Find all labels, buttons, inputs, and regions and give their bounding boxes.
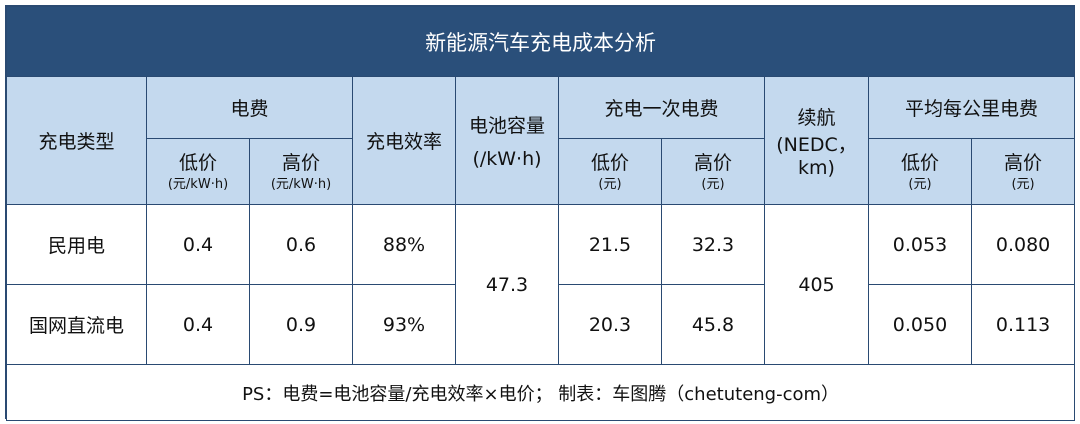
- range-label-line2: (NEDC，: [776, 133, 857, 156]
- subheader-once-high: 高价 (元): [661, 138, 765, 205]
- cell-charge-type: 国网直流电: [6, 284, 147, 365]
- subheader-unit: (元/kW·h): [270, 176, 332, 192]
- cell-once-high: 45.8: [661, 284, 765, 365]
- cell-km-high: 0.080: [970, 204, 1076, 285]
- cell-battery-capacity: 47.3: [455, 204, 559, 365]
- table-title: 新能源汽车充电成本分析: [5, 6, 1076, 77]
- header-efficiency: 充电效率: [352, 76, 456, 205]
- cell-once-low: 20.3: [558, 284, 662, 365]
- table-row: 国网直流电 0.4 0.9 93% 20.3 45.8 0.050 0.113: [6, 284, 1076, 365]
- cell-efficiency: 93%: [352, 284, 456, 365]
- subheader-high-label: 高价: [1004, 151, 1043, 174]
- subheader-once-low: 低价 (元): [558, 138, 662, 205]
- subheader-unit: (元): [598, 176, 622, 192]
- subheader-fee-low: 低价 (元/kW·h): [146, 138, 250, 205]
- subheader-low-label: 低价: [178, 151, 217, 174]
- cell-once-high: 32.3: [661, 204, 765, 285]
- cost-table: 新能源汽车充电成本分析 充电类型 电费 充电效率 电池容量 (/kW·h) 充电…: [5, 6, 1076, 421]
- subheader-low-label: 低价: [590, 151, 629, 174]
- cell-charge-type: 民用电: [6, 204, 147, 285]
- cell-km-low: 0.053: [868, 204, 972, 285]
- header-range: 续航 (NEDC， km): [764, 76, 869, 205]
- battery-capacity-unit: (/kW·h): [472, 148, 542, 170]
- cell-fee-high: 0.9: [249, 284, 353, 365]
- subheader-unit: (元/kW·h): [167, 176, 229, 192]
- subheader-unit: (元): [908, 176, 932, 192]
- cost-table-container: 新能源汽车充电成本分析 充电类型 电费 充电效率 电池容量 (/kW·h) 充电…: [5, 5, 1076, 421]
- subheader-unit: (元): [701, 176, 725, 192]
- subheader-unit: (元): [1011, 176, 1035, 192]
- cell-range: 405: [764, 204, 869, 365]
- subheader-km-low: 低价 (元): [868, 138, 972, 205]
- header-electricity-fee: 电费: [146, 76, 353, 139]
- subheader-high-label: 高价: [281, 151, 320, 174]
- table-row: 民用电 0.4 0.6 88% 47.3 21.5 32.3 405 0.053…: [6, 204, 1076, 365]
- cell-km-low: 0.050: [868, 284, 972, 365]
- cell-fee-low: 0.4: [146, 204, 250, 285]
- cell-fee-high: 0.6: [249, 204, 353, 285]
- header-battery-capacity: 电池容量 (/kW·h): [455, 76, 559, 205]
- subheader-high-label: 高价: [693, 151, 732, 174]
- cell-km-high: 0.113: [970, 284, 1076, 365]
- subheader-km-high: 高价 (元): [970, 138, 1076, 205]
- range-label-line1: 续航: [797, 106, 836, 129]
- header-charge-type: 充电类型: [6, 76, 147, 205]
- battery-capacity-label: 电池容量: [468, 115, 545, 137]
- header-one-charge-fee: 充电一次电费: [558, 76, 765, 139]
- footnote: PS：电费=电池容量/充电效率×电价； 制表：车图腾（chetuteng-com…: [5, 364, 1076, 421]
- subheader-low-label: 低价: [900, 151, 939, 174]
- range-label-line3: km): [798, 156, 835, 179]
- cell-once-low: 21.5: [558, 204, 662, 285]
- subheader-fee-high: 高价 (元/kW·h): [249, 138, 353, 205]
- cell-fee-low: 0.4: [146, 284, 250, 365]
- header-avg-per-km: 平均每公里电费: [867, 76, 1076, 139]
- cell-efficiency: 88%: [352, 204, 456, 285]
